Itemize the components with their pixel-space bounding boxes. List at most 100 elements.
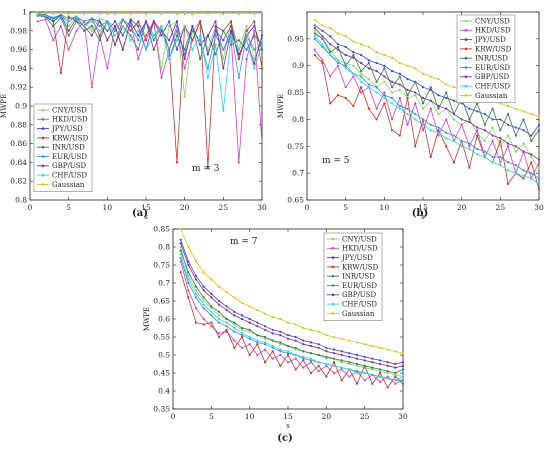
data-point — [210, 296, 213, 299]
x-tick-label: 15 — [418, 203, 428, 212]
data-point — [199, 57, 202, 61]
legend-label: KRW/USD — [342, 263, 379, 271]
data-point — [240, 301, 244, 304]
y-tick-label: 0.85 — [287, 88, 304, 97]
data-point — [506, 123, 510, 126]
data-point — [321, 43, 324, 46]
data-point — [83, 20, 86, 23]
x-axis-label: s — [144, 213, 148, 221]
data-point — [437, 134, 440, 137]
data-point — [348, 375, 351, 378]
data-point — [514, 126, 517, 129]
data-point — [152, 11, 155, 15]
data-point — [491, 126, 494, 129]
series-line-8 — [314, 35, 540, 185]
data-point — [113, 29, 117, 32]
data-point — [214, 43, 217, 47]
data-point — [194, 307, 198, 310]
data-point — [406, 123, 409, 126]
data-point — [421, 96, 425, 100]
data-point — [144, 34, 148, 37]
data-point — [522, 169, 525, 172]
data-point — [332, 348, 336, 351]
legend-marker — [331, 247, 335, 250]
legend-marker — [464, 38, 468, 41]
data-point — [329, 53, 332, 57]
data-point — [248, 328, 251, 331]
x-tick-label: 0 — [171, 412, 176, 421]
data-point — [144, 48, 148, 51]
legend-marker — [464, 94, 468, 97]
data-point — [286, 334, 290, 337]
data-point — [194, 292, 198, 295]
data-point — [202, 323, 205, 326]
y-tick-label: 0.84 — [10, 158, 27, 167]
data-point — [237, 76, 240, 79]
data-point — [313, 29, 316, 32]
data-point — [98, 20, 101, 23]
data-point — [98, 34, 101, 37]
data-point — [67, 17, 70, 20]
data-point — [248, 335, 251, 339]
data-point — [460, 139, 463, 143]
series-line-4 — [180, 272, 404, 389]
y-tick-label: 1 — [22, 8, 27, 17]
data-point — [522, 142, 525, 145]
legend-label: GBP/USD — [342, 291, 376, 299]
data-point — [522, 118, 525, 121]
data-point — [59, 15, 63, 18]
data-point — [199, 11, 202, 15]
data-point — [317, 330, 320, 333]
data-point — [340, 368, 343, 371]
data-point — [355, 371, 359, 375]
data-point — [294, 348, 297, 351]
data-point — [414, 118, 417, 121]
data-point — [263, 325, 267, 328]
data-point — [121, 34, 124, 37]
data-point — [240, 326, 244, 330]
data-point — [530, 161, 533, 164]
series-line-9 — [180, 228, 404, 354]
data-point — [437, 104, 440, 108]
data-point — [191, 25, 194, 28]
data-point — [348, 361, 351, 364]
data-point — [256, 334, 259, 337]
data-point — [363, 364, 366, 367]
data-point — [233, 310, 236, 313]
data-point — [191, 29, 194, 32]
x-tick-label: 25 — [360, 412, 370, 421]
data-point — [398, 75, 401, 78]
legend-label: CHF/USD — [52, 172, 87, 180]
data-point — [378, 368, 382, 371]
data-point — [217, 310, 221, 313]
legend-label: CNY/USD — [475, 17, 510, 25]
data-point — [321, 24, 324, 27]
data-point — [340, 366, 343, 369]
x-tick-label: 0 — [305, 203, 310, 212]
data-point — [452, 99, 456, 102]
data-point — [302, 350, 305, 353]
data-point — [179, 227, 182, 231]
series-line-7 — [180, 243, 404, 369]
data-point — [386, 370, 389, 373]
data-point — [225, 325, 228, 328]
data-point — [336, 61, 340, 65]
legend-label: Gaussian — [52, 181, 85, 189]
data-point — [237, 12, 240, 15]
data-point — [206, 12, 209, 15]
series-line-3 — [180, 239, 404, 365]
legend-marker — [464, 75, 468, 79]
data-point — [90, 17, 93, 20]
data-point — [390, 118, 394, 121]
data-point — [375, 69, 378, 73]
data-point — [279, 343, 282, 346]
data-point — [202, 296, 205, 299]
data-point — [183, 48, 186, 51]
data-point — [437, 107, 440, 110]
data-point — [491, 118, 494, 121]
y-tick-label: 0.7 — [292, 169, 304, 178]
data-point — [248, 337, 251, 340]
data-point — [309, 371, 313, 375]
